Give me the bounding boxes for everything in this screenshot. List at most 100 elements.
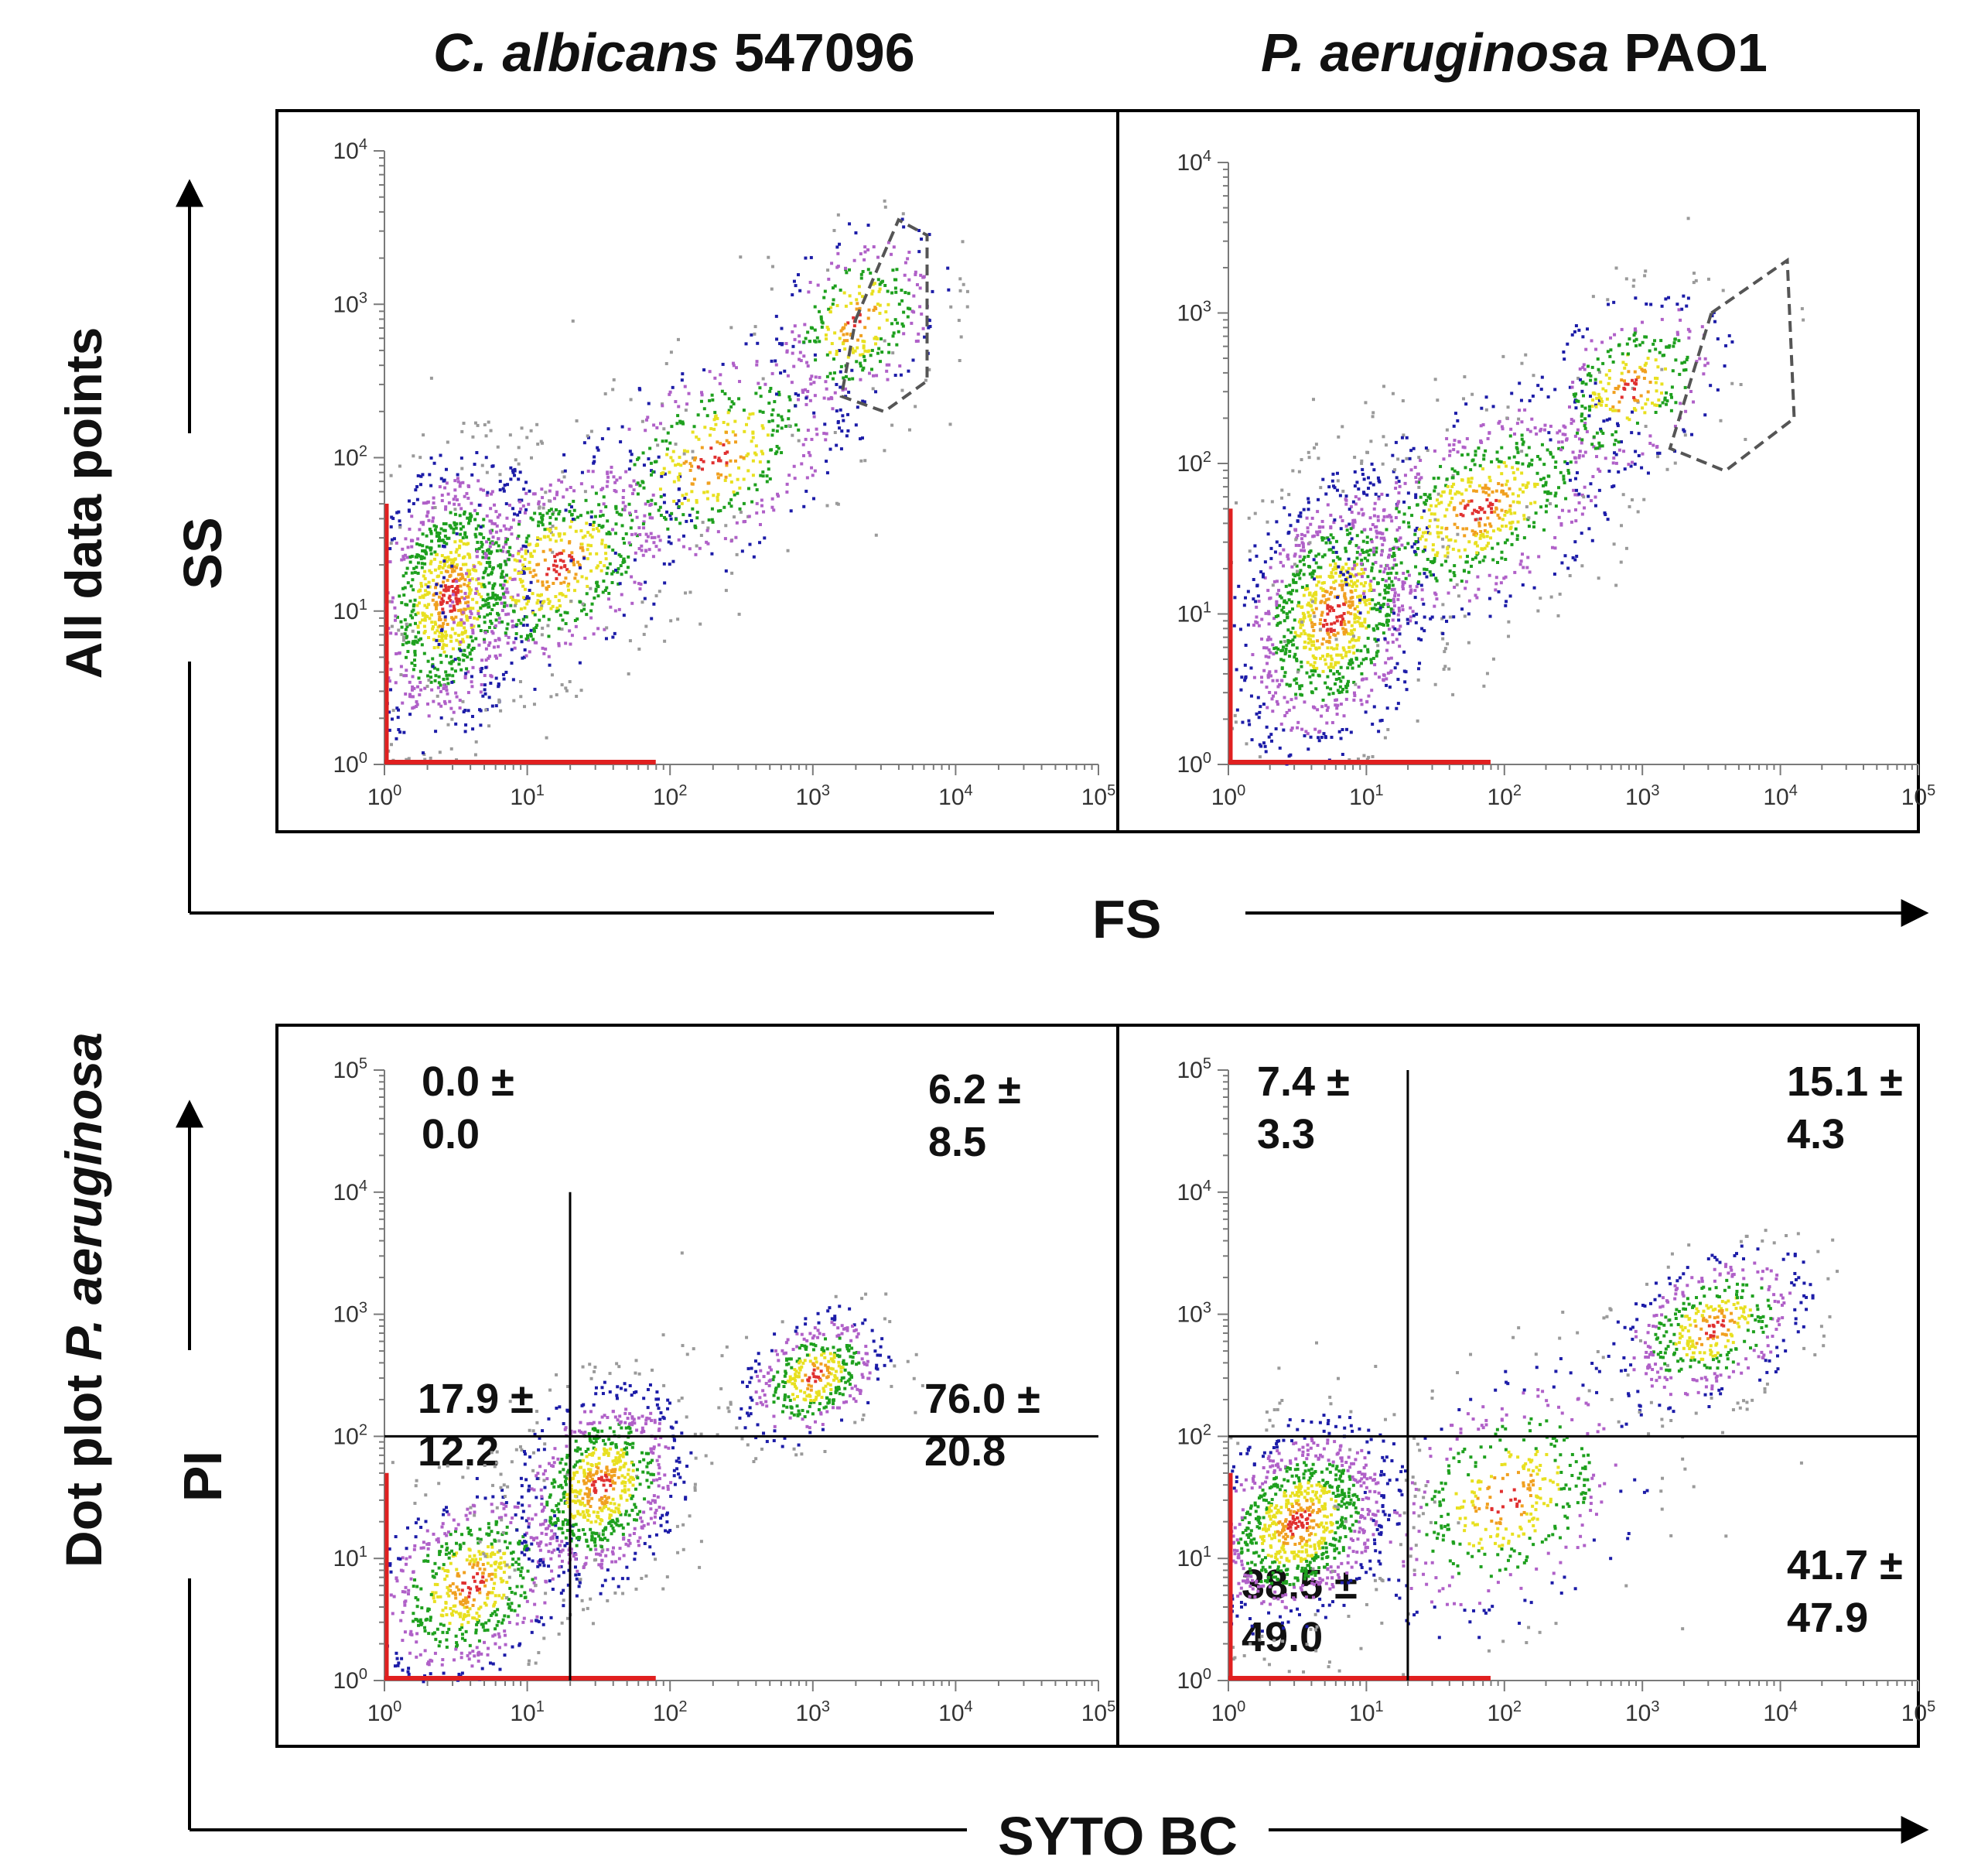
event-dot — [1363, 621, 1366, 624]
event-dot — [666, 447, 669, 450]
event-dot — [884, 310, 887, 313]
event-dot — [1380, 537, 1383, 540]
event-dot — [1397, 593, 1400, 597]
event-dot — [464, 592, 467, 595]
event-dot — [432, 665, 435, 668]
event-dot — [412, 454, 415, 457]
event-dot — [1480, 407, 1483, 410]
event-dot — [453, 523, 456, 526]
event-dot — [1343, 714, 1346, 717]
event-dot — [1362, 540, 1365, 543]
event-dot — [1251, 738, 1254, 741]
event-dot — [771, 372, 774, 375]
event-dot — [1579, 368, 1582, 371]
event-dot — [609, 606, 612, 609]
event-dot — [604, 505, 607, 508]
event-dot — [544, 491, 547, 494]
event-dot — [1336, 704, 1339, 707]
event-dot — [1498, 517, 1501, 520]
event-dot — [1304, 587, 1307, 590]
event-dot — [900, 289, 903, 292]
event-dot — [1381, 543, 1384, 546]
event-dot — [802, 454, 805, 457]
event-dot — [733, 494, 736, 497]
event-dot — [1354, 621, 1357, 624]
event-dot — [1337, 566, 1340, 569]
event-dot — [424, 577, 427, 580]
event-dot — [1343, 612, 1346, 615]
event-dot — [1372, 468, 1375, 471]
event-dot — [441, 499, 444, 502]
event-dot — [1429, 532, 1432, 535]
event-dot — [522, 618, 525, 621]
event-dot — [502, 673, 505, 676]
event-dot — [459, 507, 463, 510]
event-dot — [711, 398, 714, 402]
event-dot — [1234, 714, 1237, 717]
event-dot — [780, 327, 783, 330]
event-dot — [480, 710, 483, 713]
event-dot — [600, 542, 603, 545]
event-dot — [564, 470, 567, 473]
event-dot — [1252, 624, 1255, 627]
event-dot — [883, 200, 886, 203]
event-dot — [683, 462, 686, 465]
event-dot — [1453, 506, 1456, 509]
event-dot — [1519, 562, 1522, 566]
event-dot — [878, 327, 881, 330]
event-dot — [834, 392, 837, 395]
event-dot — [412, 630, 415, 633]
event-dot — [1656, 365, 1659, 368]
event-dot — [1518, 501, 1521, 504]
event-dot — [450, 610, 453, 613]
event-dot — [463, 578, 466, 581]
event-dot — [559, 566, 562, 569]
event-dot — [1291, 607, 1294, 610]
event-dot — [1313, 615, 1316, 618]
event-dot — [1498, 500, 1501, 503]
event-dot — [703, 407, 706, 410]
event-dot — [397, 728, 400, 731]
event-dot — [434, 674, 437, 677]
event-dot — [586, 585, 589, 588]
event-dot — [1383, 589, 1386, 592]
event-dot — [1360, 562, 1363, 566]
event-dot — [642, 522, 645, 525]
event-dot — [499, 566, 502, 569]
event-dot — [922, 275, 925, 279]
event-dot — [538, 501, 541, 504]
event-dot — [1515, 442, 1518, 445]
event-dot — [753, 484, 757, 487]
event-dot — [754, 392, 757, 395]
event-dot — [477, 479, 480, 482]
event-dot — [1341, 583, 1344, 586]
event-dot — [603, 495, 606, 498]
event-dot — [717, 509, 720, 512]
event-dot — [1608, 355, 1611, 358]
event-dot — [1702, 372, 1705, 375]
event-dot — [1324, 553, 1327, 556]
event-dot — [657, 535, 660, 538]
event-dot — [1638, 344, 1641, 347]
event-dot — [510, 662, 513, 665]
event-dot — [1381, 550, 1384, 553]
event-dot — [422, 433, 425, 436]
event-dot — [637, 492, 640, 495]
event-dot — [1308, 541, 1311, 544]
event-dot — [1505, 600, 1508, 603]
event-dot — [1440, 563, 1443, 566]
event-dot — [1368, 553, 1371, 556]
event-dot — [627, 566, 630, 569]
event-dot — [1295, 544, 1298, 547]
event-dot — [1288, 709, 1291, 712]
event-dot — [1351, 511, 1354, 514]
event-dot — [787, 374, 790, 378]
event-dot — [582, 557, 586, 560]
event-dot — [678, 456, 681, 459]
event-dot — [473, 463, 477, 466]
event-dot — [1494, 588, 1497, 591]
event-dot — [787, 395, 791, 398]
event-dot — [767, 420, 770, 423]
event-dot — [693, 477, 696, 480]
event-dot — [1280, 679, 1283, 682]
